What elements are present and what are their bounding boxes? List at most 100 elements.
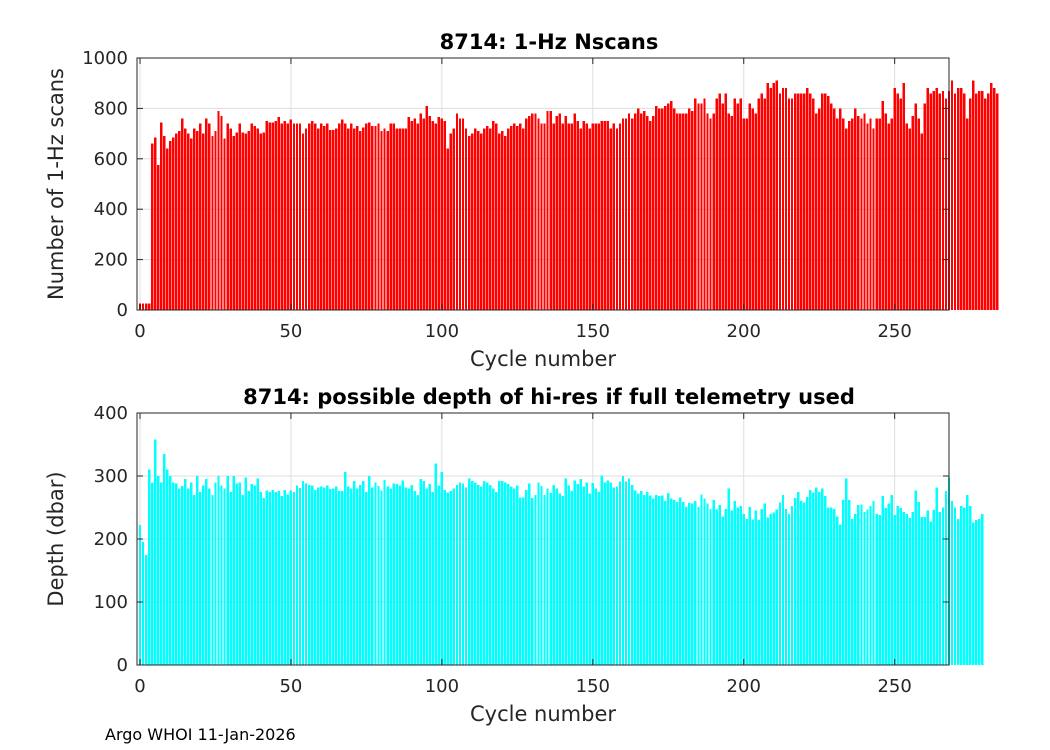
bar [606, 480, 610, 665]
bar [537, 482, 540, 665]
bar [422, 481, 425, 665]
bar [941, 90, 945, 310]
bar [715, 98, 718, 310]
bar [688, 108, 691, 311]
bar [576, 484, 579, 665]
bar [274, 491, 278, 665]
bar [205, 479, 208, 665]
bar [172, 482, 175, 665]
bar [664, 105, 667, 310]
bar [814, 113, 818, 310]
chart-title: 8714: possible depth of hi-res if full t… [243, 385, 855, 409]
bar [959, 506, 963, 665]
bar [395, 128, 398, 310]
bar [531, 113, 534, 310]
bar [639, 113, 643, 310]
bar [410, 121, 413, 310]
bar [319, 123, 323, 311]
bar [977, 90, 981, 310]
bar [313, 123, 317, 311]
bar [920, 133, 924, 310]
bar [476, 484, 480, 665]
bar [944, 491, 948, 665]
bar [833, 508, 836, 665]
bar [805, 88, 809, 311]
bar [938, 93, 942, 310]
bar [549, 493, 552, 665]
bar [247, 131, 250, 310]
bar [196, 476, 199, 665]
bar [488, 484, 492, 665]
bar [956, 518, 960, 665]
bar [522, 128, 525, 310]
bar [223, 138, 226, 310]
bar [473, 128, 477, 310]
bar [956, 88, 960, 311]
bar [766, 83, 770, 310]
bar [667, 493, 670, 665]
bar [356, 488, 359, 665]
bar [905, 123, 908, 311]
bar [479, 486, 483, 665]
bar [866, 509, 869, 665]
bar [676, 501, 679, 665]
bar [138, 525, 142, 665]
bar [377, 123, 380, 311]
bar [796, 491, 800, 665]
bar [796, 93, 800, 310]
bar [437, 117, 441, 310]
bar [153, 137, 157, 310]
bar [645, 491, 649, 665]
bar [854, 513, 857, 665]
bar [156, 165, 160, 310]
bar [935, 487, 939, 665]
bar [353, 128, 356, 310]
bar [642, 494, 646, 665]
bar [434, 463, 438, 665]
bar [658, 496, 661, 665]
bar [504, 136, 507, 310]
bar [398, 485, 401, 665]
bar [754, 510, 758, 665]
bar [694, 98, 697, 310]
bar [962, 93, 966, 310]
bar [902, 511, 905, 665]
bar [857, 504, 860, 665]
bar [769, 88, 773, 311]
bar [730, 510, 733, 665]
bar [718, 504, 721, 665]
bar [778, 502, 782, 665]
bar [763, 98, 767, 310]
bar [830, 103, 833, 310]
bar [875, 513, 878, 665]
bar [211, 136, 214, 310]
y-tick-label: 400 [94, 199, 128, 220]
bar [419, 479, 422, 665]
bar [848, 499, 851, 665]
bar [742, 513, 745, 665]
bar [534, 113, 537, 310]
bar [277, 117, 281, 310]
bar [914, 490, 917, 665]
bar [316, 128, 320, 310]
bar [932, 510, 936, 665]
bar [187, 488, 190, 665]
bar [325, 485, 329, 665]
bar [851, 518, 854, 665]
bar [781, 88, 785, 311]
y-tick-label: 200 [94, 529, 128, 550]
bar [150, 482, 154, 665]
bar [896, 93, 899, 310]
bar [863, 113, 866, 310]
bar [633, 113, 637, 310]
bar [516, 485, 519, 665]
bar [498, 133, 501, 310]
bar [165, 148, 169, 310]
bar [510, 126, 513, 310]
bar [833, 108, 836, 311]
bar [485, 126, 489, 310]
bar [857, 115, 860, 311]
bar [751, 108, 754, 311]
x-tick-label: 200 [727, 676, 761, 697]
bar [932, 90, 936, 310]
